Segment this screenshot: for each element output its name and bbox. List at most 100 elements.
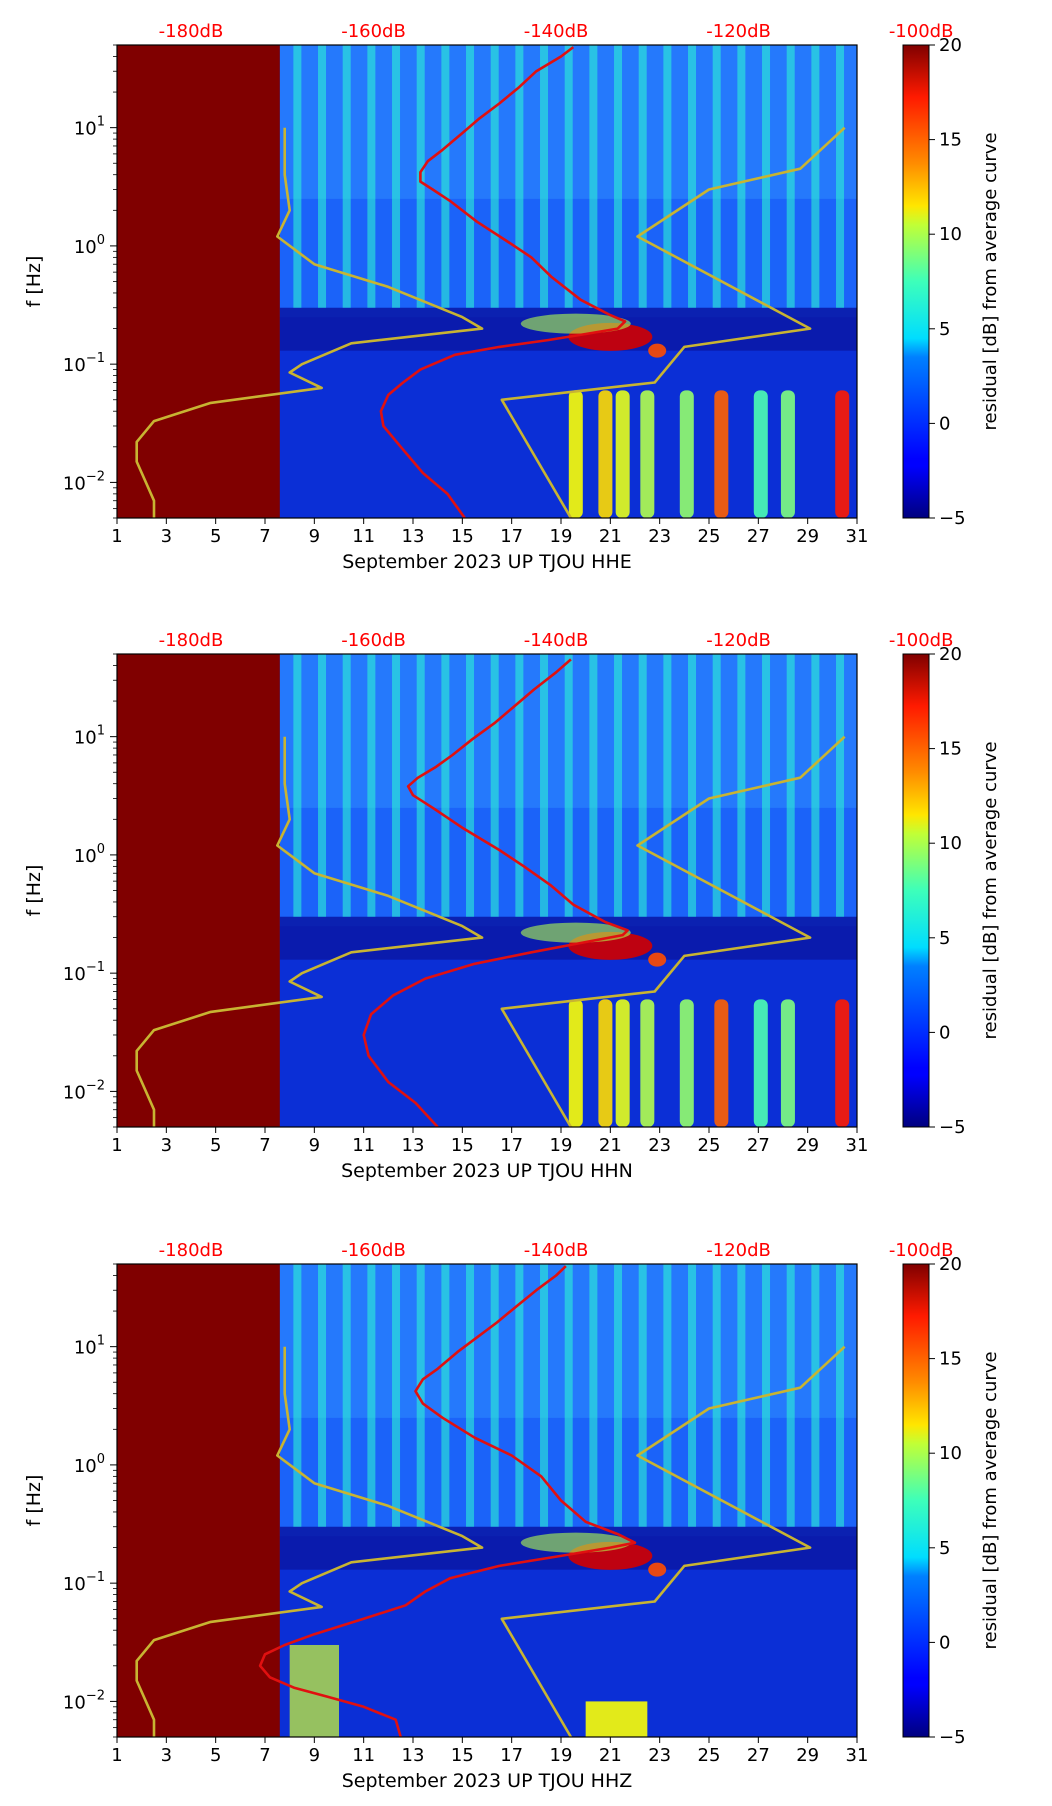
y-tick-label: 10−1 — [63, 960, 105, 985]
low-frequency-column — [615, 999, 630, 1127]
daily-stripe — [688, 654, 697, 917]
low-frequency-column — [835, 999, 850, 1127]
colorbar-tick-label: 5 — [939, 1538, 950, 1559]
x-tick-label: 17 — [500, 526, 523, 547]
colorbar-label: residual [dB] from average curve — [980, 741, 1001, 1039]
x-axis-label: September 2023 UP TJOU HHN — [341, 1160, 633, 1182]
y-tick-exponent: 0 — [97, 233, 105, 248]
average-curve — [379, 46, 627, 518]
daily-stripe — [416, 654, 425, 917]
daily-stripe — [712, 654, 721, 917]
daily-stripe — [392, 45, 401, 308]
x-tick-label: 31 — [846, 526, 869, 547]
colorbar-tick-label: −5 — [939, 1117, 966, 1138]
low-frequency-column — [598, 390, 613, 518]
x-tick-label: 9 — [309, 1135, 320, 1156]
low-frequency-column — [568, 390, 583, 518]
daily-stripe — [638, 1264, 647, 1527]
colorbar: −5 0 5 10 15 20 residual [dB] from average cur… — [902, 1254, 1001, 1748]
top-db-label: -120dB — [706, 21, 771, 42]
x-tick-label: 25 — [698, 526, 721, 547]
daily-stripe — [614, 45, 623, 308]
spectrogram-image — [117, 654, 857, 1127]
daily-stripe — [367, 1264, 376, 1527]
x-tick-label: 21 — [599, 526, 622, 547]
daily-stripe — [293, 45, 302, 308]
x-tick-label: 11 — [352, 1745, 375, 1766]
x-axis-label: September 2023 UP TJOU HHE — [342, 551, 632, 573]
x-tick-label: 7 — [259, 1135, 270, 1156]
y-tick-base: 10 — [74, 1338, 97, 1359]
x-tick-label: 9 — [309, 526, 320, 547]
y-tick-exponent: −2 — [86, 1078, 105, 1093]
y-tick-label: 100 — [74, 233, 105, 258]
top-db-label: -180dB — [159, 630, 224, 651]
colorbar-label: residual [dB] from average curve — [980, 132, 1001, 430]
y-tick-exponent: 1 — [97, 115, 105, 130]
y-tick-label: 100 — [74, 1452, 105, 1477]
top-db-label: -160dB — [341, 21, 406, 42]
daily-stripe — [416, 1264, 425, 1527]
daily-stripe — [688, 45, 697, 308]
colorbar-tick-label: −5 — [939, 1727, 966, 1748]
y-tick-exponent: 0 — [97, 1452, 105, 1467]
daily-stripe — [712, 1264, 721, 1527]
low-noise-model-curve — [135, 127, 484, 518]
daily-stripe — [466, 654, 475, 917]
top-db-label: -140dB — [524, 630, 589, 651]
x-tick-label: 27 — [747, 526, 770, 547]
top-db-label: -160dB — [341, 1240, 406, 1261]
colorbar-tick-label: 10 — [939, 833, 962, 854]
top-db-label: -120dB — [706, 1240, 771, 1261]
daily-stripe — [614, 1264, 623, 1527]
x-tick-label: 5 — [210, 1745, 221, 1766]
top-db-label: -140dB — [524, 21, 589, 42]
no-data-region — [117, 45, 280, 518]
y-tick-label: 100 — [74, 842, 105, 867]
daily-stripe — [737, 1264, 746, 1527]
top-db-label: -140dB — [524, 1240, 589, 1261]
daily-stripe — [441, 654, 450, 917]
y-tick-label: 101 — [74, 1334, 105, 1359]
top-db-label: -120dB — [706, 630, 771, 651]
daily-stripe — [786, 1264, 795, 1527]
colorbar-tick-label: 10 — [939, 1443, 962, 1464]
x-tick-label: 31 — [846, 1135, 869, 1156]
x-tick-label: 3 — [161, 526, 172, 547]
y-tick-label: 101 — [74, 115, 105, 140]
low-frequency-column — [568, 999, 583, 1127]
colorbar: −5 0 5 10 15 20 residual [dB] from average cur… — [902, 35, 1001, 529]
daily-stripe — [293, 1264, 302, 1527]
x-tick-label: 15 — [451, 1135, 474, 1156]
x-tick-label: 17 — [500, 1745, 523, 1766]
x-tick-label: 19 — [550, 1135, 573, 1156]
low-frequency-column — [780, 390, 795, 518]
daily-stripe — [638, 45, 647, 308]
y-tick-base: 10 — [74, 728, 97, 749]
low-frequency-column — [615, 390, 630, 518]
high-noise-model-curve — [500, 735, 846, 1127]
x-tick-label: 3 — [161, 1745, 172, 1766]
top-db-label: -100dB — [889, 630, 954, 651]
y-tick-base: 10 — [63, 355, 86, 376]
x-tick-label: 13 — [402, 526, 425, 547]
y-tick-exponent: 1 — [97, 724, 105, 739]
daily-stripe — [367, 45, 376, 308]
low-frequency-column — [714, 999, 729, 1127]
x-tick-label: 19 — [550, 1745, 573, 1766]
x-tick-label: 31 — [846, 1745, 869, 1766]
daily-stripe — [540, 1264, 549, 1527]
colorbar-tick-label: −5 — [939, 508, 966, 529]
colorbar-tick-label: 0 — [939, 1632, 950, 1653]
x-tick-label: 21 — [599, 1745, 622, 1766]
low-frequency-column — [598, 999, 613, 1127]
colorbar-tick-label: 0 — [939, 413, 950, 434]
y-tick-exponent: 1 — [97, 1334, 105, 1349]
y-tick-exponent: −1 — [86, 1570, 105, 1585]
top-db-label: -100dB — [889, 1240, 954, 1261]
high-noise-model-curve — [500, 1345, 846, 1737]
daily-stripe — [392, 654, 401, 917]
microseism-hotspot — [648, 343, 667, 358]
top-db-label: -180dB — [159, 21, 224, 42]
